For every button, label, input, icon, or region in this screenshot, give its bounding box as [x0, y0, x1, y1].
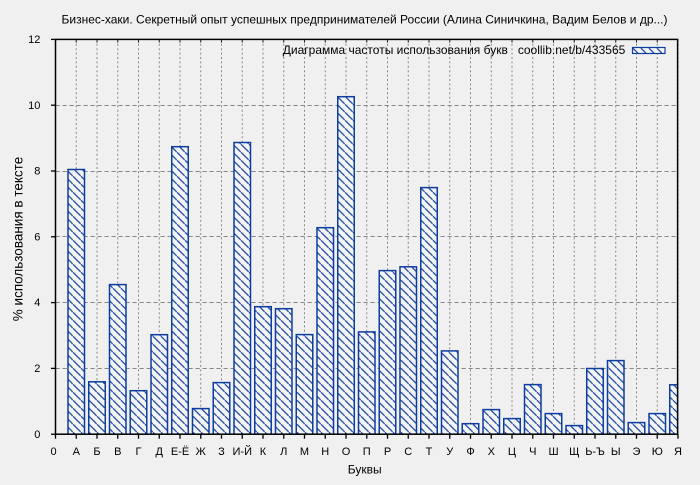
svg-text:Э: Э — [633, 446, 641, 458]
svg-text:0: 0 — [34, 429, 40, 441]
svg-text:Н: Н — [321, 446, 329, 458]
svg-text:К: К — [260, 446, 267, 458]
svg-text:Ж: Ж — [196, 446, 206, 458]
svg-text:6: 6 — [34, 231, 40, 243]
svg-text:С: С — [404, 446, 412, 458]
svg-text:Л: Л — [280, 446, 287, 458]
svg-text:Ф: Ф — [466, 446, 474, 458]
svg-text:Т: Т — [426, 446, 433, 458]
svg-text:Щ: Щ — [569, 446, 579, 458]
svg-text:% использования в тексте: % использования в тексте — [10, 157, 25, 321]
svg-text:Ш: Ш — [548, 446, 558, 458]
svg-text:10: 10 — [28, 100, 40, 112]
svg-text:Я: Я — [674, 446, 682, 458]
svg-text:Ь-Ъ: Ь-Ъ — [585, 446, 605, 458]
svg-text:П: П — [363, 446, 371, 458]
svg-text:Г: Г — [136, 446, 142, 458]
svg-text:Ч: Ч — [529, 446, 536, 458]
svg-text:Диаграмма частоты использовани: Диаграмма частоты использования букв coo… — [283, 43, 626, 57]
svg-text:Буквы: Буквы — [348, 463, 382, 477]
svg-text:4: 4 — [34, 297, 40, 309]
svg-text:Б: Б — [93, 446, 100, 458]
svg-text:Х: Х — [488, 446, 496, 458]
svg-text:А: А — [73, 446, 81, 458]
svg-text:12: 12 — [28, 34, 40, 46]
svg-text:2: 2 — [34, 363, 40, 375]
svg-text:Е-Ё: Е-Ё — [171, 446, 189, 458]
svg-text:Ю: Ю — [652, 446, 663, 458]
svg-text:И-Й: И-Й — [233, 445, 252, 458]
svg-text:Бизнес-хаки. Секретный опыт ус: Бизнес-хаки. Секретный опыт успешных пре… — [62, 13, 668, 27]
svg-text:Р: Р — [384, 446, 391, 458]
svg-text:Ц: Ц — [508, 446, 516, 458]
svg-text:0: 0 — [50, 446, 56, 458]
svg-text:В: В — [114, 446, 121, 458]
svg-text:8: 8 — [34, 166, 40, 178]
svg-text:М: М — [300, 446, 309, 458]
svg-text:З: З — [218, 446, 225, 458]
svg-text:О: О — [342, 446, 351, 458]
svg-text:У: У — [446, 446, 454, 458]
svg-text:Д: Д — [156, 446, 164, 458]
svg-text:Ы: Ы — [611, 446, 621, 458]
